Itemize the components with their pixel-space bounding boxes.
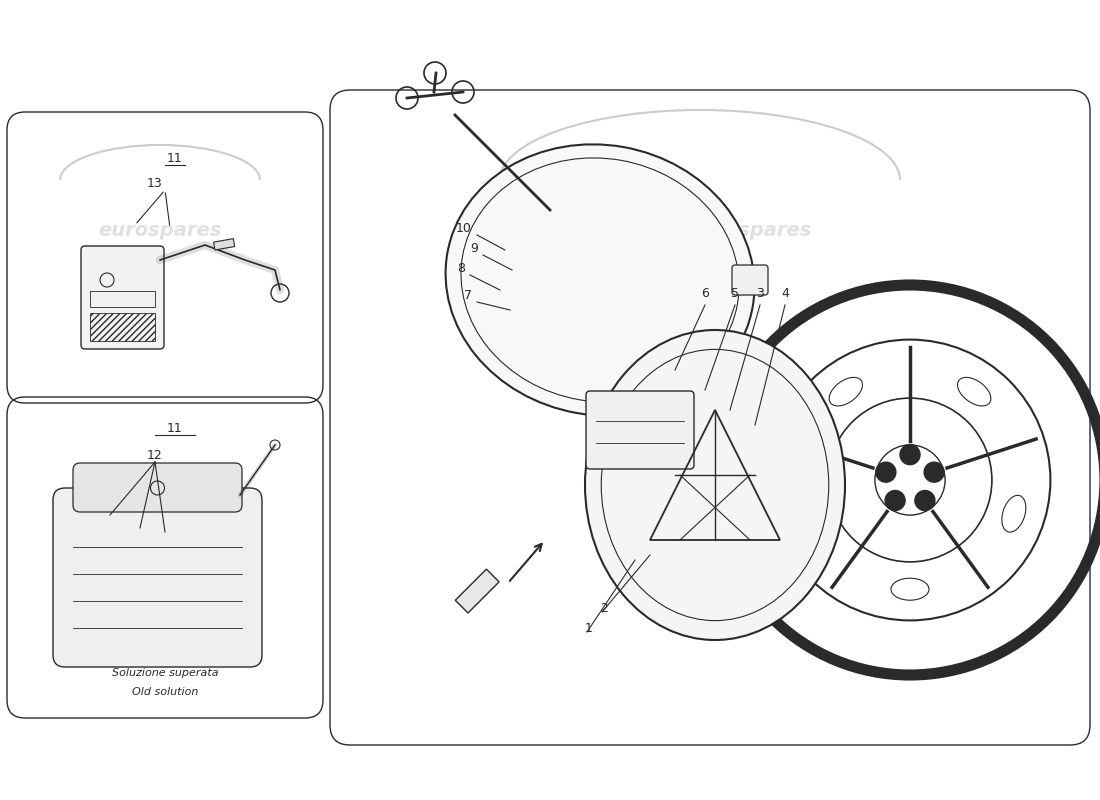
FancyBboxPatch shape [81, 246, 164, 349]
Circle shape [900, 445, 920, 465]
Text: 7: 7 [464, 289, 472, 302]
Circle shape [924, 462, 944, 482]
FancyBboxPatch shape [586, 391, 694, 469]
FancyBboxPatch shape [53, 488, 262, 667]
FancyBboxPatch shape [732, 265, 768, 295]
Text: 3: 3 [756, 287, 763, 300]
Text: Old solution: Old solution [132, 687, 198, 697]
Text: 4: 4 [781, 287, 789, 300]
Bar [90, 313, 155, 341]
Text: 12: 12 [147, 449, 163, 462]
Text: 6: 6 [701, 287, 708, 300]
Text: eurospares: eurospares [689, 221, 812, 239]
Text: 8: 8 [456, 262, 465, 275]
Bar [213, 238, 234, 250]
Text: 11: 11 [167, 152, 183, 165]
Circle shape [886, 490, 905, 510]
Circle shape [876, 462, 895, 482]
Text: eurospares: eurospares [689, 570, 812, 590]
Text: 10: 10 [456, 222, 472, 235]
Text: 1: 1 [585, 622, 593, 635]
Text: 2: 2 [600, 602, 608, 615]
Text: Soluzione superata: Soluzione superata [112, 668, 218, 678]
FancyBboxPatch shape [73, 463, 242, 512]
Bar [455, 569, 499, 613]
Text: 5: 5 [732, 287, 739, 300]
Text: 13: 13 [147, 177, 163, 190]
Ellipse shape [585, 330, 845, 640]
Circle shape [915, 490, 935, 510]
Text: 11: 11 [167, 422, 183, 435]
Text: eurospares: eurospares [98, 221, 222, 239]
Ellipse shape [446, 144, 755, 416]
Text: 9: 9 [470, 242, 478, 255]
Bar [90, 291, 155, 307]
